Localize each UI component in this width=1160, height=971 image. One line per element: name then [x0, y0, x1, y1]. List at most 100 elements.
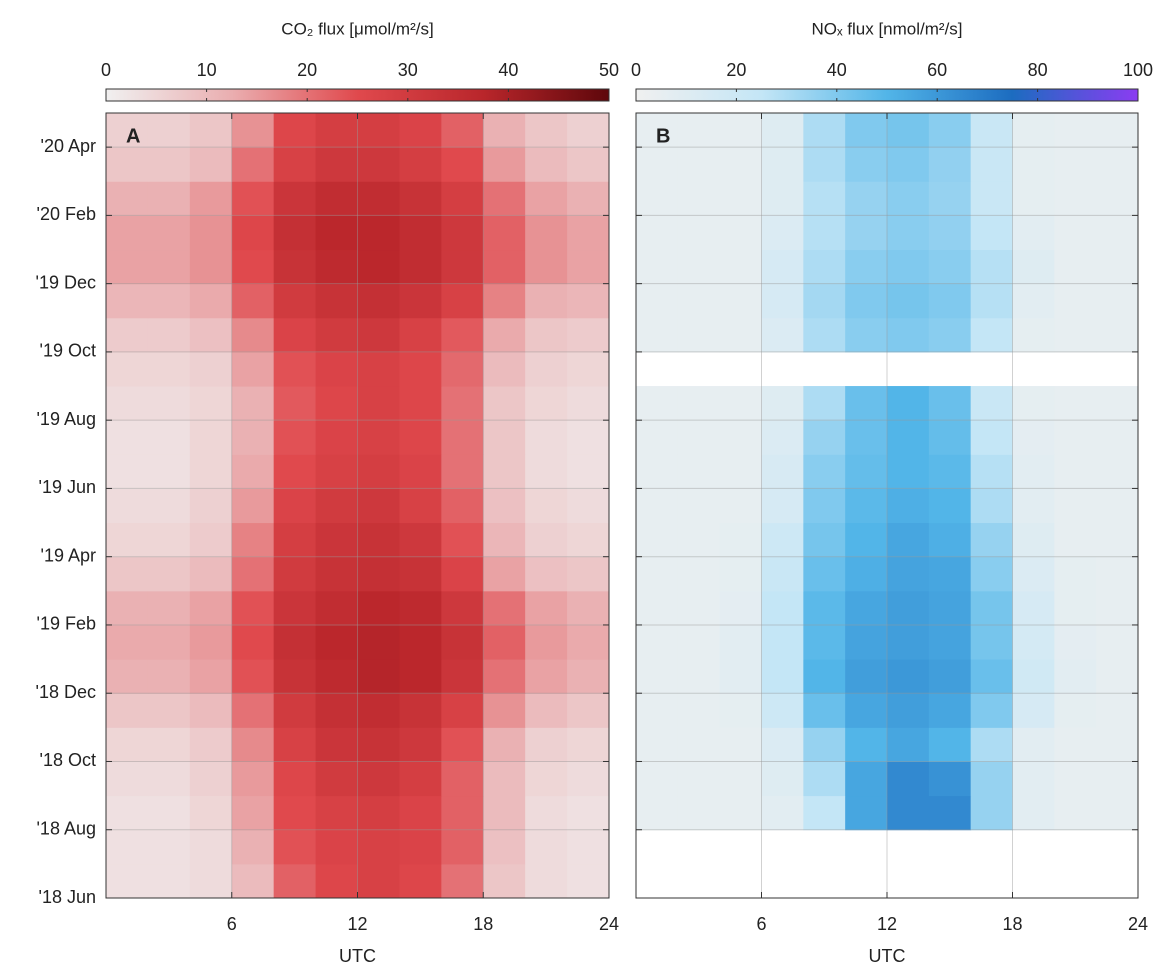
- heatmap-cell: [399, 147, 442, 182]
- y-tick-label: '20 Feb: [37, 204, 96, 224]
- heatmap-cell: [970, 420, 1013, 455]
- y-tick-label: '20 Apr: [41, 136, 96, 156]
- heatmap-cell: [636, 113, 679, 148]
- heatmap-cell: [845, 386, 888, 421]
- heatmap-cell: [567, 795, 610, 831]
- heatmap-cell: [677, 181, 721, 216]
- heatmap-cell: [636, 283, 679, 319]
- heatmap-cell: [1054, 488, 1097, 524]
- heatmap-cell: [970, 249, 1013, 285]
- heatmap-cell: [357, 590, 400, 626]
- heatmap-cell: [677, 147, 721, 182]
- heatmap-cell: [147, 147, 191, 182]
- x-tick-label: 6: [227, 914, 237, 934]
- heatmap-cell: [106, 147, 149, 182]
- heatmap-cell: [567, 181, 610, 216]
- heatmap-cell: [887, 181, 930, 216]
- x-axis-label: UTC: [869, 946, 906, 966]
- x-tick-label: 12: [877, 914, 897, 934]
- heatmap-cell: [441, 351, 484, 387]
- heatmap-cell: [273, 522, 317, 558]
- heatmap-cell: [357, 659, 400, 694]
- heatmap-cell: [483, 386, 526, 421]
- heatmap-cell: [189, 522, 233, 558]
- heatmap-cell: [636, 590, 679, 626]
- heatmap-cell: [357, 795, 400, 831]
- heatmap-cell: [399, 488, 442, 524]
- heatmap-cell: [970, 488, 1013, 524]
- heatmap-cell: [887, 795, 930, 831]
- heatmap-cell: [147, 624, 191, 660]
- heatmap-cell: [567, 761, 610, 797]
- heatmap-cell: [636, 761, 679, 797]
- heatmap-cell: [315, 829, 358, 865]
- heatmap-cell: [845, 761, 888, 797]
- heatmap-cell: [525, 113, 568, 148]
- heatmap-cell: [970, 727, 1013, 762]
- heatmap-cell: [357, 522, 400, 558]
- heatmap-cell: [636, 624, 679, 660]
- heatmap-cell: [803, 283, 846, 319]
- heatmap-cell: [525, 761, 568, 797]
- heatmap-cell: [887, 147, 930, 182]
- heatmap-cell: [525, 420, 568, 455]
- heatmap-cell: [928, 317, 972, 353]
- heatmap-cell: [845, 317, 888, 353]
- heatmap-cell: [761, 454, 804, 489]
- heatmap-cell: [525, 351, 568, 387]
- heatmap-cell: [803, 317, 846, 353]
- heatmap-cell: [803, 420, 846, 455]
- heatmap-cell: [719, 215, 762, 251]
- heatmap-cell: [887, 522, 930, 558]
- colorbar-tick-label: 20: [726, 60, 746, 80]
- heatmap-cell: [231, 147, 275, 182]
- heatmap-cell: [970, 454, 1013, 489]
- heatmap-cell: [887, 113, 930, 148]
- heatmap-cell: [189, 113, 233, 148]
- heatmap-cell: [315, 454, 358, 489]
- heatmap-cell: [1054, 556, 1097, 592]
- heatmap-cell: [803, 113, 846, 148]
- heatmap-cell: [441, 249, 484, 285]
- heatmap-cell: [970, 386, 1013, 421]
- heatmap-cell: [1012, 283, 1055, 319]
- x-axis-label: UTC: [339, 946, 376, 966]
- heatmap-cell: [231, 590, 275, 626]
- heatmap-cell: [483, 249, 526, 285]
- heatmap-cell: [399, 215, 442, 251]
- heatmap-cell: [399, 624, 442, 660]
- heatmap-cell: [399, 659, 442, 694]
- heatmap-cell: [761, 556, 804, 592]
- heatmap-cell: [567, 147, 610, 182]
- heatmap-cell: [887, 727, 930, 762]
- heatmap-cell: [1096, 317, 1139, 353]
- heatmap-cell: [483, 522, 526, 558]
- heatmap-cell: [483, 420, 526, 455]
- heatmap-cell: [567, 522, 610, 558]
- heatmap-cell: [719, 590, 762, 626]
- heatmap-cell: [315, 624, 358, 660]
- heatmap-cell: [357, 488, 400, 524]
- heatmap-cell: [677, 386, 721, 421]
- heatmap-cell: [636, 659, 679, 694]
- heatmap-cell: [441, 727, 484, 762]
- heatmap-cell: [106, 283, 149, 319]
- heatmap-cell: [677, 659, 721, 694]
- colorbar: [105, 88, 610, 102]
- heatmap-cell: [315, 113, 358, 148]
- heatmap-cell: [106, 249, 149, 285]
- heatmap-cell: [483, 113, 526, 148]
- heatmap-cell: [231, 181, 275, 216]
- x-tick-label: 24: [599, 914, 619, 934]
- heatmap-cell: [845, 283, 888, 319]
- y-tick-label: '19 Dec: [36, 272, 96, 292]
- heatmap-cell: [273, 488, 317, 524]
- heatmap-cell: [1096, 624, 1139, 660]
- heatmap-cell: [147, 863, 191, 899]
- heatmap-cell: [1012, 693, 1055, 728]
- heatmap-cell: [677, 556, 721, 592]
- y-tick-label: '19 Apr: [41, 545, 96, 565]
- heatmap-cell: [970, 181, 1013, 216]
- heatmap-cell: [1012, 590, 1055, 626]
- heatmap-cell: [567, 317, 610, 353]
